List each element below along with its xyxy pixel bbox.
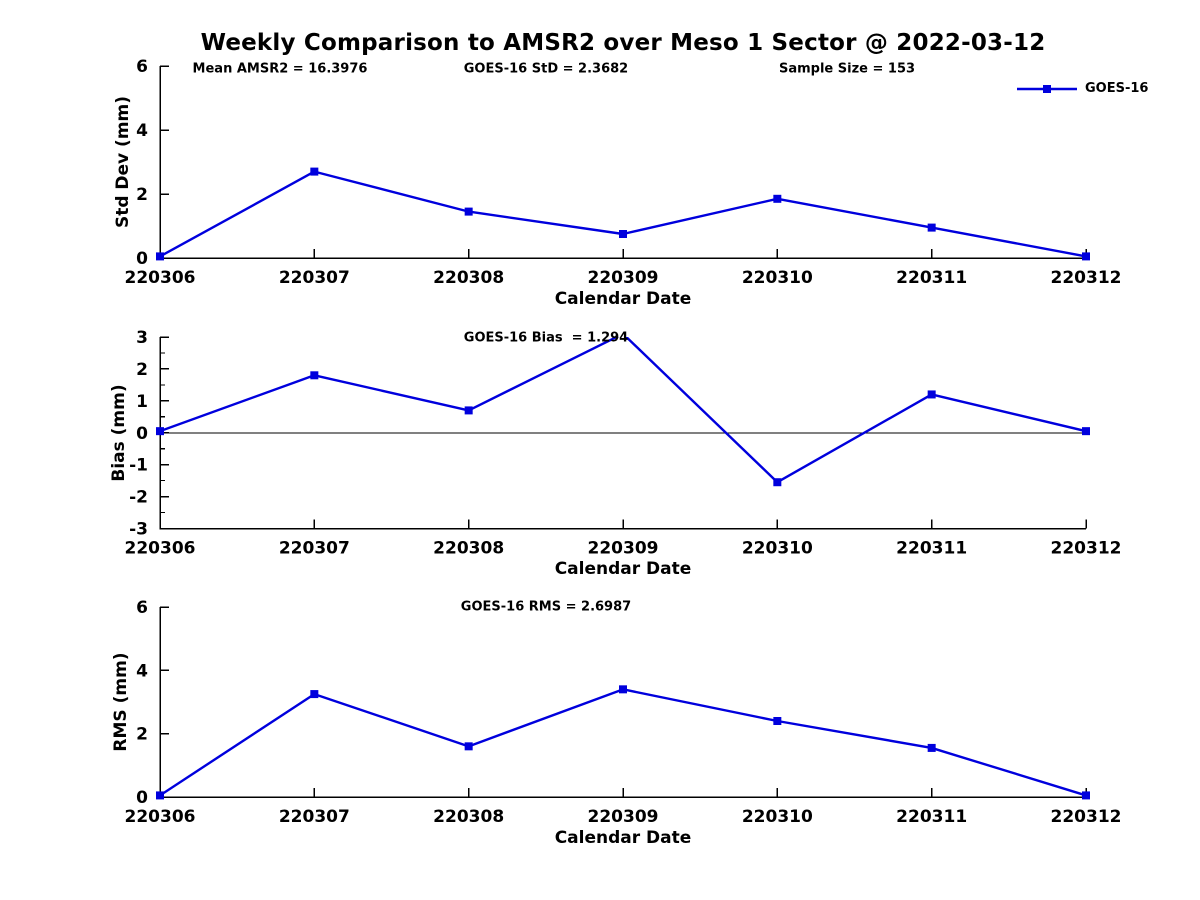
- axis-lines: [159, 66, 1086, 259]
- legend: GOES-16: [1016, 82, 1148, 96]
- data-point-marker: [464, 406, 473, 415]
- y-tick-label: 0: [136, 788, 148, 808]
- x-tick-label: 220307: [279, 539, 350, 559]
- legend-label: GOES-16: [1085, 81, 1149, 96]
- annotation-goes16-std: GOES-16 StD = 2.3682: [463, 61, 629, 77]
- y-tick-label: 0: [136, 249, 148, 269]
- data-point-marker: [927, 223, 936, 232]
- data-point-marker: [927, 743, 936, 752]
- data-point-marker: [1082, 427, 1090, 436]
- y-tick-label: 6: [136, 57, 148, 77]
- x-tick-label: 220310: [742, 807, 813, 827]
- x-tick-label: 220308: [433, 268, 504, 288]
- figure-title: Weekly Comparison to AMSR2 over Meso 1 S…: [200, 30, 1046, 56]
- x-tick-label: 220310: [742, 268, 813, 288]
- x-tick-label: 220311: [896, 539, 967, 559]
- data-point-marker: [156, 791, 164, 800]
- y-tick-label: 6: [136, 598, 148, 618]
- chart-bias: -3 -2 -1 0 1 2 3 220306 220307 220308 220309 220310…: [125, 328, 1122, 559]
- x-tick-label: 220307: [279, 268, 350, 288]
- x-tick-label: 220312: [1051, 539, 1122, 559]
- series-line-goes-16: [160, 170, 1086, 258]
- data-point-marker: [310, 167, 319, 176]
- x-tick-label: 220306: [125, 539, 196, 559]
- y-tick-label: -3: [129, 520, 148, 540]
- x-tick-label: 220306: [125, 807, 196, 827]
- data-point-marker: [464, 742, 473, 751]
- x-tick-label: 220309: [588, 268, 659, 288]
- y-axis-label-bias: Bias (mm): [109, 384, 129, 482]
- annotation-sample-size: Sample Size = 153: [778, 61, 916, 77]
- y-tick-label: -1: [129, 456, 148, 476]
- annotation-mean-amsr2: Mean AMSR2 = 16.3976: [192, 61, 368, 77]
- axis-lines: [159, 607, 1086, 798]
- series-line-goes-16: [160, 688, 1086, 797]
- x-tick-label: 220306: [125, 268, 196, 288]
- y-tick-label: 2: [136, 185, 148, 205]
- data-point-marker: [619, 230, 627, 238]
- series-line-goes-16: [160, 337, 1086, 484]
- data-point-marker: [773, 478, 782, 487]
- data-point-marker: [773, 194, 782, 203]
- y-tick-label: -2: [129, 488, 148, 508]
- x-axis-label-bias: Calendar Date: [554, 559, 692, 579]
- data-point-marker: [1082, 791, 1090, 800]
- data-point-marker: [156, 427, 164, 436]
- y-tick-label: 0: [136, 424, 148, 444]
- y-tick-label: 3: [136, 328, 148, 348]
- x-tick-label: 220312: [1051, 268, 1122, 288]
- x-axis-label-rms: Calendar Date: [554, 828, 692, 848]
- x-tick-label: 220307: [279, 807, 350, 827]
- chart-rms: 0 2 4 6 220306 220307 220308 220309 220310 220311…: [125, 598, 1122, 827]
- legend-line-icon: [1017, 85, 1077, 93]
- x-tick-label: 220309: [588, 539, 659, 559]
- chart-stddev: 0 2 4 6 220306 220307 220308 220309 220310 220311…: [125, 57, 1122, 288]
- data-point-marker: [927, 390, 936, 399]
- data-point-marker: [310, 371, 319, 380]
- y-axis-label-stddev: Std Dev (mm): [113, 95, 133, 229]
- x-tick-label: 220308: [433, 807, 504, 827]
- data-point-marker: [773, 717, 782, 725]
- y-tick-label: 4: [136, 661, 148, 681]
- data-point-marker: [156, 252, 164, 261]
- x-tick-label: 220312: [1051, 807, 1122, 827]
- data-point-marker: [1082, 252, 1090, 261]
- data-point-marker: [464, 207, 473, 216]
- y-tick-label: 2: [136, 725, 148, 745]
- y-tick-label: 1: [136, 392, 148, 412]
- y-axis-label-rms: RMS (mm): [111, 652, 131, 752]
- x-tick-label: 220308: [433, 539, 504, 559]
- y-tick-label: 2: [136, 360, 148, 380]
- x-tick-label: 220310: [742, 539, 813, 559]
- x-tick-label: 220309: [588, 807, 659, 827]
- annotation-goes16-bias: GOES-16 Bias = 1.294: [463, 330, 629, 346]
- y-tick-label: 4: [136, 121, 148, 141]
- x-tick-label: 220311: [896, 268, 967, 288]
- x-tick-label: 220311: [896, 807, 967, 827]
- data-point-marker: [619, 685, 627, 694]
- annotation-goes16-rms: GOES-16 RMS = 2.6987: [460, 599, 632, 615]
- x-axis-label-stddev: Calendar Date: [554, 289, 692, 309]
- data-point-marker: [310, 690, 319, 699]
